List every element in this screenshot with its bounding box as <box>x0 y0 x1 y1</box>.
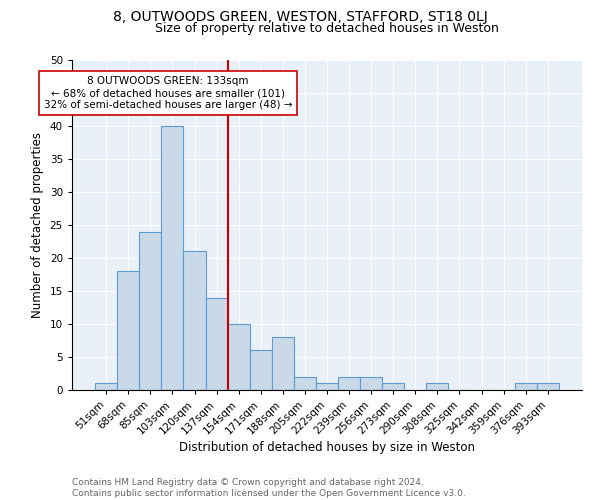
Bar <box>206 298 227 390</box>
Bar <box>117 271 139 390</box>
Bar <box>515 384 537 390</box>
Bar <box>250 350 272 390</box>
Bar <box>360 377 382 390</box>
Bar <box>95 384 117 390</box>
Bar <box>184 252 206 390</box>
Text: 8 OUTWOODS GREEN: 133sqm
← 68% of detached houses are smaller (101)
32% of semi-: 8 OUTWOODS GREEN: 133sqm ← 68% of detach… <box>44 76 292 110</box>
Title: Size of property relative to detached houses in Weston: Size of property relative to detached ho… <box>155 22 499 35</box>
Text: Contains HM Land Registry data © Crown copyright and database right 2024.
Contai: Contains HM Land Registry data © Crown c… <box>72 478 466 498</box>
Bar <box>338 377 360 390</box>
Bar <box>227 324 250 390</box>
Bar <box>382 384 404 390</box>
X-axis label: Distribution of detached houses by size in Weston: Distribution of detached houses by size … <box>179 442 475 454</box>
Text: 8, OUTWOODS GREEN, WESTON, STAFFORD, ST18 0LJ: 8, OUTWOODS GREEN, WESTON, STAFFORD, ST1… <box>113 10 487 24</box>
Bar <box>537 384 559 390</box>
Bar <box>316 384 338 390</box>
Y-axis label: Number of detached properties: Number of detached properties <box>31 132 44 318</box>
Bar <box>294 377 316 390</box>
Bar <box>139 232 161 390</box>
Bar <box>161 126 184 390</box>
Bar <box>427 384 448 390</box>
Bar <box>272 337 294 390</box>
